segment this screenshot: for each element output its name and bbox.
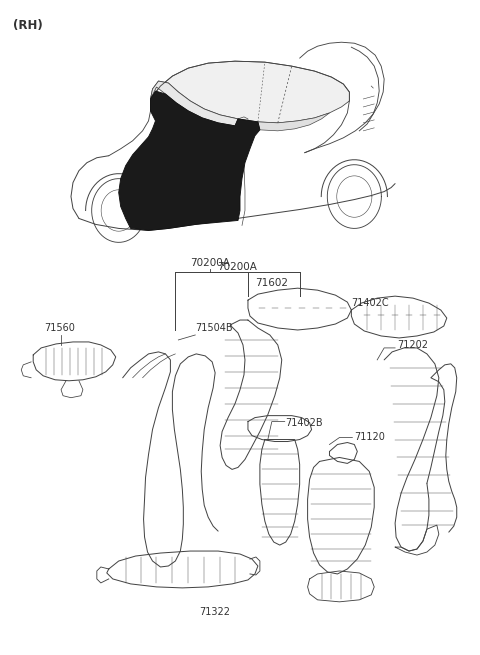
- Text: (RH): (RH): [13, 19, 43, 32]
- Text: 71504B: 71504B: [195, 323, 233, 333]
- Text: 71322: 71322: [200, 607, 231, 617]
- Polygon shape: [119, 91, 260, 231]
- Text: 71560: 71560: [44, 323, 75, 333]
- Polygon shape: [151, 81, 238, 126]
- Text: 71402C: 71402C: [351, 298, 389, 308]
- Text: 70200A: 70200A: [217, 262, 257, 272]
- Text: 70200A: 70200A: [190, 258, 230, 269]
- Text: 71120: 71120: [354, 432, 385, 441]
- Text: 71602: 71602: [255, 278, 288, 288]
- Polygon shape: [258, 113, 329, 131]
- Text: 71402B: 71402B: [285, 418, 323, 428]
- Text: 71202: 71202: [397, 340, 428, 350]
- Polygon shape: [151, 61, 349, 123]
